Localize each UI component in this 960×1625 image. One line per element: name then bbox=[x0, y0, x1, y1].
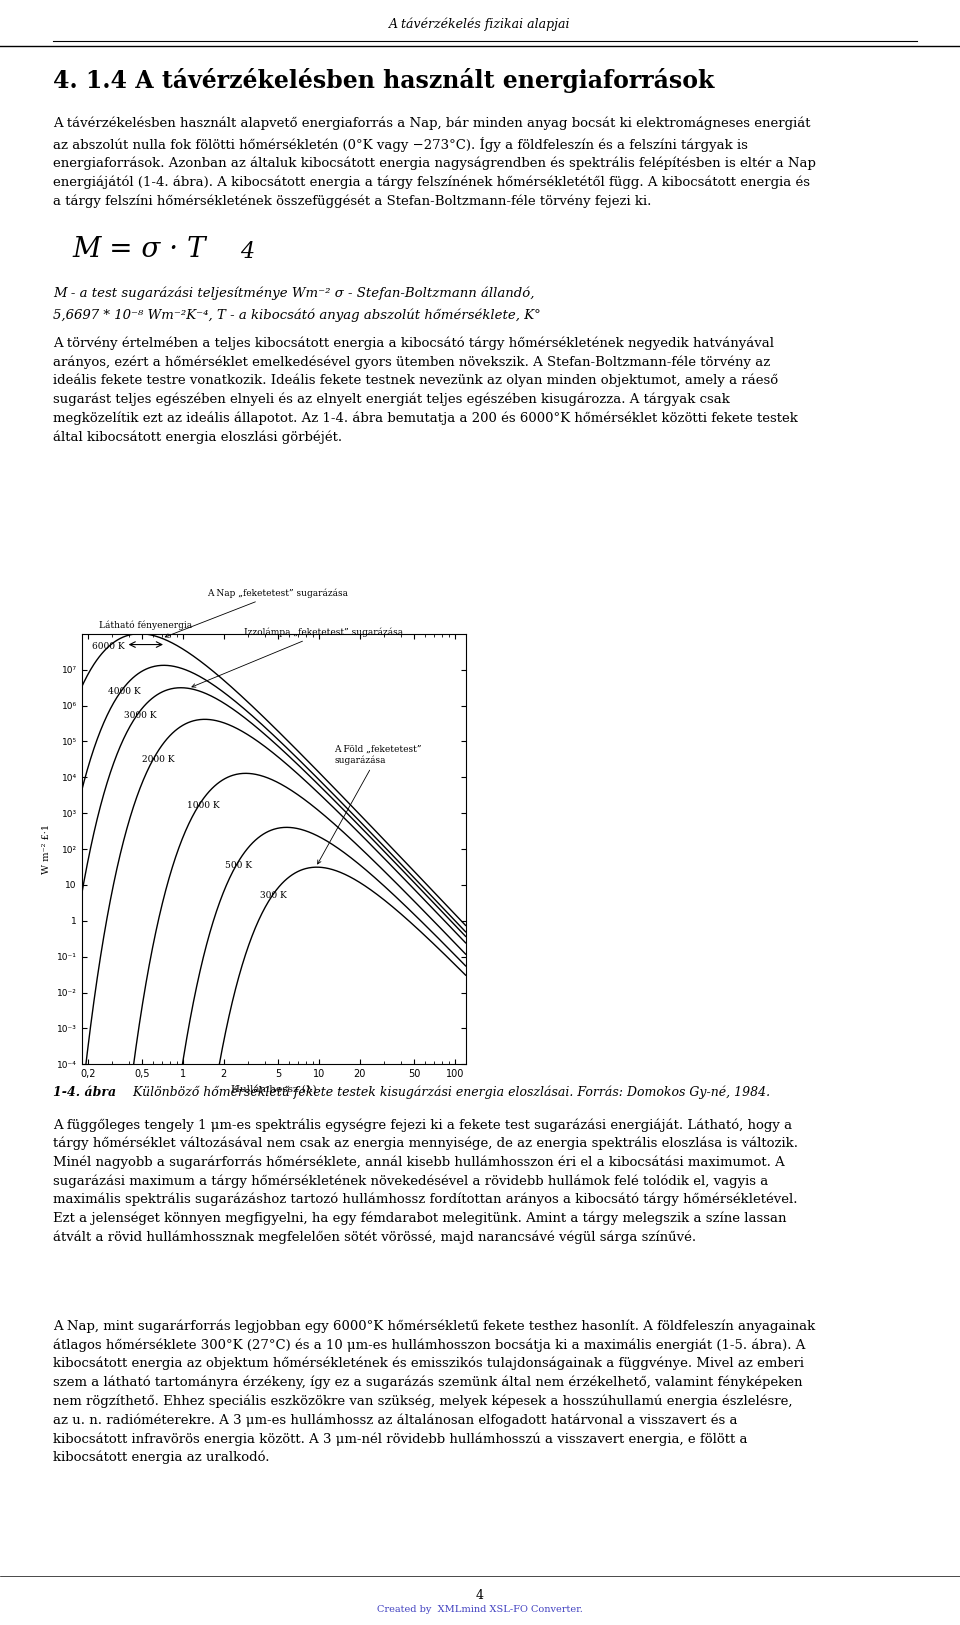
Text: 1000 K: 1000 K bbox=[186, 801, 220, 811]
Text: A távérzékelésben használt alapvető energiaforrás a Nap, bár minden anyag bocsát: A távérzékelésben használt alapvető ener… bbox=[53, 117, 816, 208]
Text: A távérzékelés fizikai alapjai: A távérzékelés fizikai alapjai bbox=[389, 18, 571, 31]
Text: 500 K: 500 K bbox=[225, 861, 252, 871]
Y-axis label: W m⁻² £·1: W m⁻² £·1 bbox=[42, 824, 51, 874]
Text: 4. 1.4 A távérzékelésben használt energiaforrások: 4. 1.4 A távérzékelésben használt energi… bbox=[53, 68, 714, 93]
Text: Különböző hőmérsékletű fekete testek kisugárzási energia eloszlásai. Forrás: Dom: Különböző hőmérsékletű fekete testek kis… bbox=[125, 1086, 770, 1098]
X-axis label: Hullámhossz (λ): Hullámhossz (λ) bbox=[230, 1086, 317, 1094]
Text: 6000 K: 6000 K bbox=[91, 642, 125, 650]
Text: 4: 4 bbox=[476, 1589, 484, 1602]
Text: M - a test sugarázási teljesítménye Wm⁻² σ - Stefan-Boltzmann állandó,: M - a test sugarázási teljesítménye Wm⁻²… bbox=[53, 286, 535, 299]
Text: 2000 K: 2000 K bbox=[142, 754, 175, 764]
Text: 5,6697 * 10⁻⁸ Wm⁻²K⁻⁴, T - a kibocsátó anyag abszolút hőmérséklete, K°: 5,6697 * 10⁻⁸ Wm⁻²K⁻⁴, T - a kibocsátó a… bbox=[53, 309, 540, 322]
Text: A Föld „feketetest”
sugarázása: A Föld „feketetest” sugarázása bbox=[318, 744, 421, 864]
Text: 3000 K: 3000 K bbox=[124, 712, 156, 720]
Text: A Nap „feketetest” sugarázása: A Nap „feketetest” sugarázása bbox=[165, 588, 348, 637]
Text: A függőleges tengely 1 μm-es spektrális egységre fejezi ki a fekete test sugaráz: A függőleges tengely 1 μm-es spektrális … bbox=[53, 1118, 798, 1245]
Text: 4000 K: 4000 K bbox=[108, 687, 141, 696]
Text: A Nap, mint sugarárforrás legjobban egy 6000°K hőmérsékletű fekete testhez hason: A Nap, mint sugarárforrás legjobban egy … bbox=[53, 1320, 815, 1464]
Text: A törvény értelmében a teljes kibocsátott energia a kibocsátó tárgy hőmérsékleté: A törvény értelmében a teljes kibocsátot… bbox=[53, 336, 798, 444]
Text: Izzolámpa „feketetest” sugarázása: Izzolámpa „feketetest” sugarázása bbox=[192, 627, 403, 687]
Text: 1-4. ábra: 1-4. ábra bbox=[53, 1086, 116, 1098]
Text: M = σ · T: M = σ · T bbox=[72, 236, 205, 263]
Text: Created by  XMLmind XSL-FO Converter.: Created by XMLmind XSL-FO Converter. bbox=[377, 1606, 583, 1615]
Text: 300 K: 300 K bbox=[260, 891, 287, 900]
Text: 4: 4 bbox=[240, 240, 254, 263]
Text: Látható fényenergia: Látható fényenergia bbox=[100, 621, 193, 630]
